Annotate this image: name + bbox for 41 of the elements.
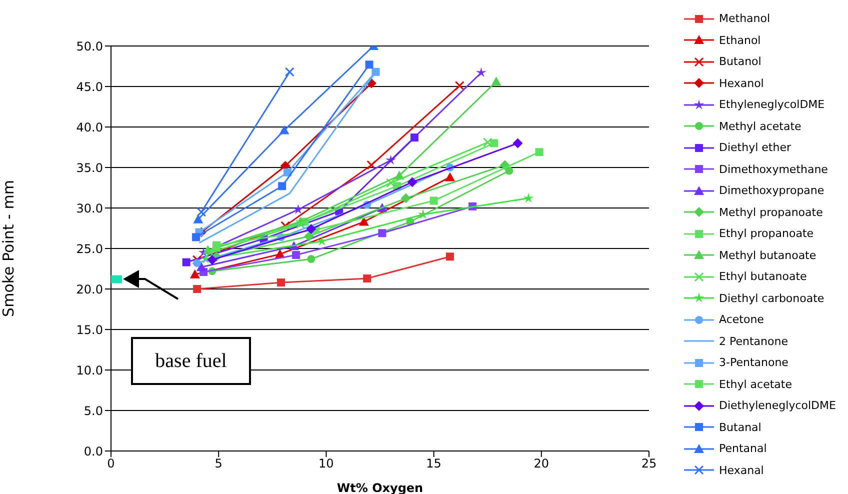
legend-label: Pentanal: [719, 442, 767, 456]
legend-label: Dimethoxypropane: [719, 184, 824, 198]
y-tick-label: 0.0: [84, 444, 103, 458]
legend-label: Acetone: [719, 313, 764, 326]
legend-label: Methanol: [719, 12, 770, 26]
x-tick-label: 15: [426, 456, 442, 471]
y-tick-label: 45.0: [76, 80, 103, 94]
legend-label: Methyl butanoate: [719, 248, 816, 262]
y-tick-label: 50.0: [76, 39, 103, 54]
legend-label: Ethanol: [719, 34, 761, 47]
y-axis-title: Smoke Point - mm: [0, 180, 18, 317]
legend-label: 2 Pentanone: [719, 334, 788, 348]
legend-label: Diethyl carbonoate: [719, 292, 824, 305]
y-tick-label: 15.0: [76, 322, 103, 337]
legend-label: EthyleneglycolDME: [719, 98, 825, 112]
legend-label: Butanal: [719, 420, 762, 434]
legend-label: Ethyl acetate: [719, 378, 792, 391]
legend-label: DiethyleneglycolDME: [719, 399, 836, 412]
annotation: base fuel: [131, 337, 251, 386]
x-tick-label: 20: [534, 456, 550, 471]
y-tick-label: 10.0: [76, 363, 103, 378]
legend-label: Ethyl propanoate: [719, 227, 814, 240]
legend-label: Hexanal: [719, 464, 764, 477]
legend-label: Diethyl ether: [719, 141, 791, 154]
legend-label: Dimethoxymethane: [719, 162, 828, 176]
legend-label: 3-Pentanone: [719, 356, 788, 370]
x-tick-label: 0: [107, 456, 115, 471]
y-tick-label: 30.0: [76, 201, 103, 216]
y-tick-label: 25.0: [76, 242, 103, 256]
x-tick-label: 25: [641, 456, 657, 471]
legend-label: Methyl propanoate: [719, 206, 823, 219]
x-tick-label: 10: [318, 456, 334, 471]
y-tick-label: 35.0: [76, 160, 103, 175]
legend-label: Ethyl butanoate: [719, 270, 807, 284]
legend-label: Hexanol: [719, 76, 764, 90]
y-tick-label: 20.0: [76, 282, 103, 296]
x-tick-label: 5: [214, 456, 222, 471]
legend-label: Methyl acetate: [719, 120, 802, 133]
y-tick-label: 40.0: [76, 120, 103, 134]
y-tick-label: 5.0: [84, 404, 103, 418]
legend-label: Butanol: [719, 55, 762, 68]
